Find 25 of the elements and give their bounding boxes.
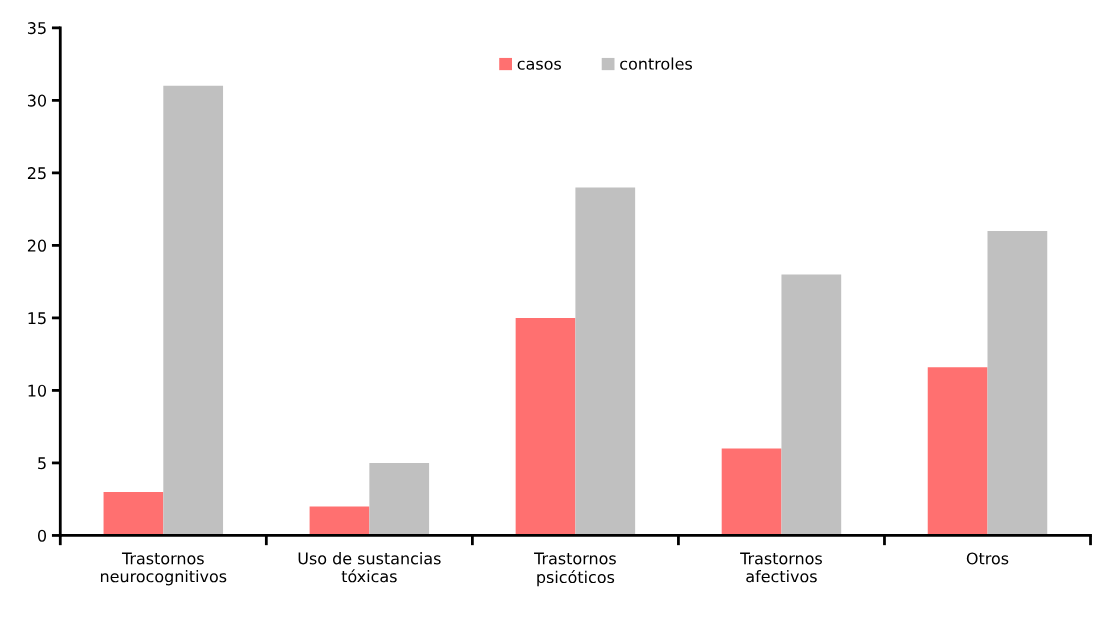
bar: [369, 462, 430, 536]
bar: [781, 274, 842, 536]
bar: [721, 448, 782, 536]
x-tick-label: Trastornos psicóticos: [534, 552, 616, 587]
y-tick-label: 30: [27, 94, 47, 107]
y-tick-label: 15: [28, 312, 46, 325]
bar: [163, 85, 224, 536]
y-tick-label: 0: [37, 529, 47, 542]
x-tick-label: Trastornos afectivos: [740, 552, 822, 583]
bar: [927, 367, 988, 536]
x-tick-label: Otros: [966, 552, 1009, 565]
bar: [987, 230, 1048, 536]
legend-label: casos: [517, 60, 561, 70]
legend-label: controles: [620, 57, 692, 70]
bar: [103, 491, 164, 536]
y-tick-label: 5: [38, 457, 46, 470]
bar: [575, 187, 636, 536]
y-tick-label: 25: [27, 167, 46, 180]
bar: [515, 317, 576, 536]
x-tick-label: Trastornos neurocognitivos: [100, 552, 227, 586]
bar: [309, 506, 370, 536]
y-tick-label: 10: [28, 384, 47, 397]
y-tick-label: 20: [27, 239, 47, 252]
y-tick-label: 35: [27, 22, 46, 35]
x-tick-label: Uso de sustancias tóxicas: [298, 552, 441, 583]
